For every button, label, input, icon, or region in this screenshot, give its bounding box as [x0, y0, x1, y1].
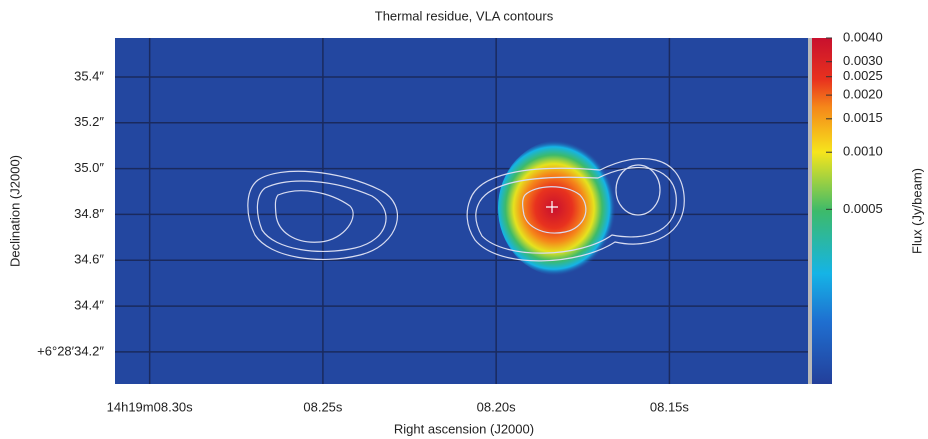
colorbar — [812, 38, 832, 384]
y-tick-label: +6°28′34.2″ — [37, 343, 104, 358]
emission — [498, 140, 622, 276]
colorbar-tick-label: 0.0010 — [843, 144, 883, 159]
y-tick-label: 35.0″ — [74, 160, 104, 175]
y-axis-label: Declination (J2000) — [7, 155, 22, 267]
x-axis-label: Right ascension (J2000) — [394, 421, 534, 436]
x-tick-label: 08.25s — [303, 399, 343, 414]
colorbar-tick-label: 0.0005 — [843, 201, 883, 216]
colorbar-tick-label: 0.0025 — [843, 68, 883, 83]
position-marker — [546, 201, 558, 213]
y-tick-label: 35.4″ — [74, 68, 104, 83]
chart-title: Thermal residue, VLA contours — [375, 8, 554, 23]
y-tick-label: 34.4″ — [74, 298, 104, 313]
y-tick-label: 34.8″ — [74, 206, 104, 221]
colorbar-tick-label: 0.0040 — [843, 29, 883, 44]
image-background — [115, 38, 808, 384]
colorbar-tick-label: 0.0015 — [843, 110, 883, 125]
image-edge — [808, 38, 812, 384]
x-tick-label: 08.15s — [650, 399, 690, 414]
x-tick-label: 08.20s — [477, 399, 517, 414]
colorbar-label: Flux (Jy/beam) — [909, 168, 924, 254]
x-tick-label: 14h19m08.30s — [107, 399, 194, 414]
colorbar-tick-label: 0.0030 — [843, 53, 883, 68]
contours — [247, 158, 685, 262]
colorbar-tick-label: 0.0020 — [843, 87, 883, 102]
y-tick-label: 34.6″ — [74, 252, 104, 267]
y-tick-label: 35.2″ — [74, 114, 104, 129]
